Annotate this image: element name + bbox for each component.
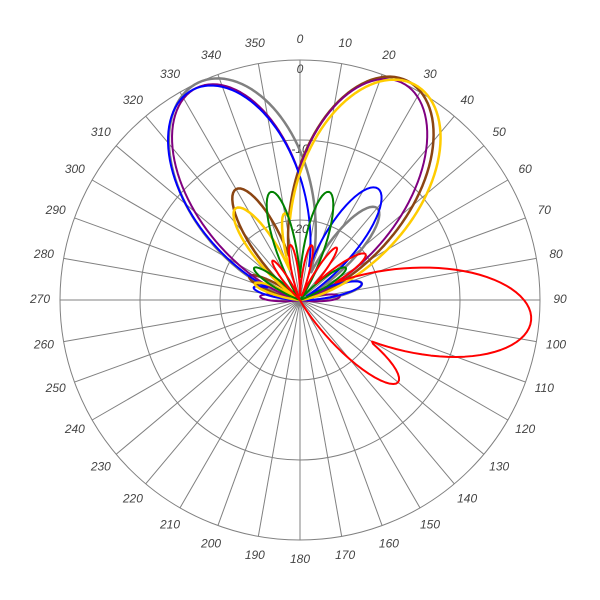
- svg-text:100: 100: [546, 337, 566, 351]
- svg-text:110: 110: [535, 381, 554, 395]
- svg-text:150: 150: [420, 517, 440, 531]
- svg-text:0: 0: [297, 62, 304, 76]
- svg-text:90: 90: [553, 292, 567, 306]
- polar-chart: 0 10 20 30 40 50 60 70 80 90 100 110 120 130 140 150 160…: [0, 0, 600, 600]
- svg-text:280: 280: [33, 247, 54, 261]
- svg-text:10: 10: [338, 36, 352, 50]
- svg-text:80: 80: [549, 247, 563, 261]
- svg-text:330: 330: [160, 67, 180, 81]
- svg-text:130: 130: [489, 459, 509, 473]
- svg-text:180: 180: [290, 552, 310, 566]
- svg-text:160: 160: [379, 536, 399, 550]
- svg-text:240: 240: [64, 422, 85, 436]
- svg-text:140: 140: [457, 491, 477, 505]
- polar-traces: [168, 77, 531, 384]
- svg-text:190: 190: [245, 548, 265, 562]
- svg-text:290: 290: [45, 203, 66, 217]
- svg-text:40: 40: [460, 93, 474, 107]
- svg-text:250: 250: [45, 381, 66, 395]
- svg-text:270: 270: [29, 292, 50, 306]
- svg-text:20: 20: [381, 48, 396, 62]
- svg-text:260: 260: [33, 337, 54, 351]
- svg-text:210: 210: [159, 517, 180, 531]
- svg-text:340: 340: [201, 48, 221, 62]
- svg-text:320: 320: [123, 93, 143, 107]
- svg-text:60: 60: [518, 162, 532, 176]
- svg-text:50: 50: [492, 125, 506, 139]
- svg-text:220: 220: [122, 491, 143, 505]
- svg-text:230: 230: [90, 459, 111, 473]
- svg-text:310: 310: [91, 125, 111, 139]
- svg-text:300: 300: [65, 162, 85, 176]
- svg-text:350: 350: [245, 36, 265, 50]
- svg-text:200: 200: [200, 536, 221, 550]
- svg-text:70: 70: [538, 203, 552, 217]
- svg-text:30: 30: [423, 67, 437, 81]
- svg-text:170: 170: [335, 548, 355, 562]
- svg-text:0: 0: [297, 32, 304, 46]
- svg-text:120: 120: [515, 422, 535, 436]
